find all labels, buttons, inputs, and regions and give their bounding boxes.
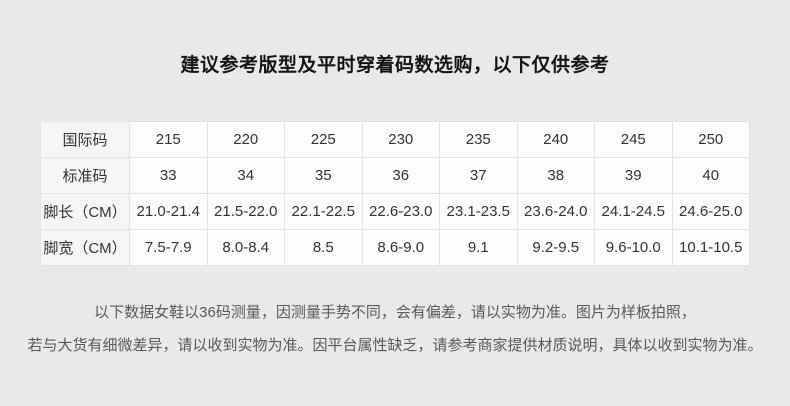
table-cell: 8.5 [284, 229, 363, 266]
table-cell: 9.2-9.5 [516, 229, 595, 266]
disclaimer-footnote: 以下数据女鞋以36码测量，因测量手势不同，会有偏差，请以实物为准。图片为样板拍照… [0, 296, 790, 362]
table-cell: 8.6-9.0 [361, 229, 440, 266]
row-label-international-size: 国际码 [40, 121, 130, 158]
table-cell: 22.6-23.0 [361, 193, 440, 230]
table-row-standard-size: 标准码 33 34 35 36 37 38 39 40 [40, 157, 750, 194]
table-row-foot-length: 脚长（CM） 21.0-21.4 21.5-22.0 22.1-22.5 22.… [40, 193, 750, 230]
table-cell: 23.6-24.0 [516, 193, 595, 230]
table-cell: 24.6-25.0 [671, 193, 750, 230]
table-row-international-size: 国际码 215 220 225 230 235 240 245 250 [40, 121, 750, 158]
table-cell: 24.1-24.5 [594, 193, 673, 230]
size-table: 国际码 215 220 225 230 235 240 245 250 标准码 … [40, 121, 750, 266]
row-label-standard-size: 标准码 [40, 157, 130, 194]
table-cell: 37 [439, 157, 518, 194]
table-cell: 235 [439, 121, 518, 158]
table-row-foot-width: 脚宽（CM） 7.5-7.9 8.0-8.4 8.5 8.6-9.0 9.1 9… [40, 229, 750, 266]
footnote-line-1: 以下数据女鞋以36码测量，因测量手势不同，会有偏差，请以实物为准。图片为样板拍照… [94, 304, 696, 321]
section-title: 建议参考版型及平时穿着码数选购，以下仅供参考 [180, 55, 610, 76]
table-cell: 21.0-21.4 [129, 193, 208, 230]
table-cell: 8.0-8.4 [206, 229, 285, 266]
table-cell: 245 [594, 121, 673, 158]
table-cell: 22.1-22.5 [284, 193, 363, 230]
table-cell: 9.1 [439, 229, 518, 266]
table-cell: 23.1-23.5 [439, 193, 518, 230]
footnote-line-2: 若与大货有细微差异，请以收到实物为准。因平台属性缺乏，请参考商家提供材质说明，具… [27, 337, 763, 354]
table-cell: 39 [594, 157, 673, 194]
size-table-container: 国际码 215 220 225 230 235 240 245 250 标准码 … [40, 121, 750, 266]
table-cell: 35 [284, 157, 363, 194]
row-label-foot-width: 脚宽（CM） [40, 229, 130, 266]
table-cell: 10.1-10.5 [671, 229, 750, 266]
table-cell: 230 [361, 121, 440, 158]
table-cell: 7.5-7.9 [129, 229, 208, 266]
table-cell: 215 [129, 121, 208, 158]
table-cell: 250 [671, 121, 750, 158]
row-label-foot-length: 脚长（CM） [40, 193, 130, 230]
table-cell: 21.5-22.0 [206, 193, 285, 230]
table-cell: 40 [671, 157, 750, 194]
table-cell: 220 [206, 121, 285, 158]
table-cell: 240 [516, 121, 595, 158]
table-cell: 33 [129, 157, 208, 194]
table-cell: 9.6-10.0 [594, 229, 673, 266]
table-cell: 36 [361, 157, 440, 194]
table-cell: 225 [284, 121, 363, 158]
table-cell: 38 [516, 157, 595, 194]
table-cell: 34 [206, 157, 285, 194]
